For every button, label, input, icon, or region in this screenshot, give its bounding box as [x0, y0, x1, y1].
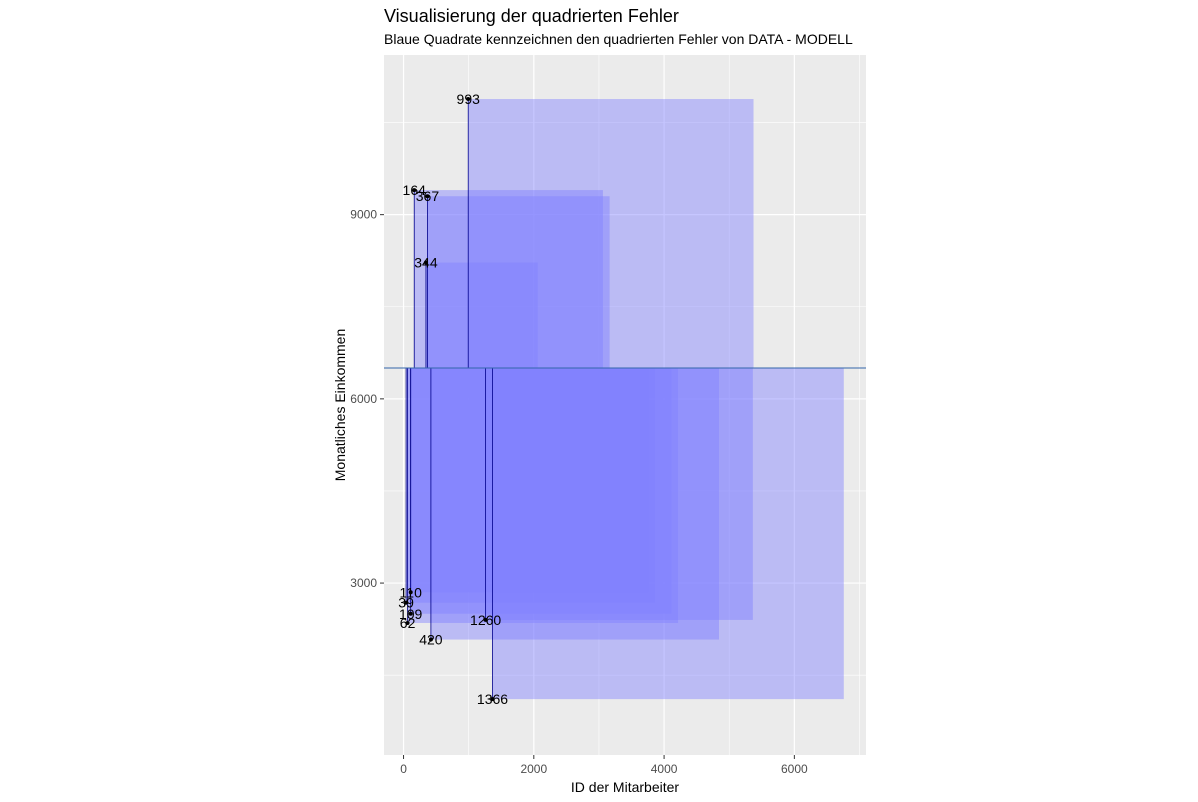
error-square — [485, 367, 753, 620]
point-label: 110 — [400, 584, 423, 600]
data-point — [412, 188, 417, 193]
point-label: 39 — [398, 595, 414, 611]
data-point — [408, 590, 413, 595]
error-square — [492, 367, 844, 700]
point-label: 1366 — [477, 691, 508, 707]
error-square — [410, 367, 649, 593]
x-tick-label: 4000 — [651, 762, 678, 776]
chart-subtitle: Blaue Quadrate kennzeichnen den quadrier… — [384, 31, 853, 47]
x-tick-label: 2000 — [520, 762, 547, 776]
point-label: 62 — [400, 615, 416, 631]
point-label: 1260 — [470, 612, 501, 628]
major-gridlines — [384, 55, 866, 755]
error-square — [425, 262, 538, 368]
data-point — [490, 697, 495, 702]
y-axis-title: Monatliches Einkommen — [332, 329, 348, 482]
y-tick-label: 9000 — [350, 208, 377, 222]
point-label: 109 — [399, 606, 423, 622]
y-axis-ticks: 3000 6000 9000 — [350, 208, 384, 590]
error-square — [407, 367, 679, 623]
data-point — [408, 611, 413, 616]
minor-gridlines — [384, 55, 866, 755]
data-point — [405, 620, 410, 625]
error-square — [468, 99, 754, 368]
error-square — [414, 190, 603, 368]
error-squares — [406, 99, 844, 700]
residual-lines — [405, 99, 493, 700]
error-square — [430, 367, 719, 640]
error-square — [427, 196, 610, 368]
point-label: 344 — [414, 255, 438, 271]
data-point — [428, 637, 433, 642]
y-tick-label: 6000 — [350, 392, 377, 406]
data-point — [466, 97, 471, 102]
x-axis-title: ID der Mitarbeiter — [571, 779, 679, 795]
chart-title: Visualisierung der quadrierten Fehler — [384, 6, 679, 26]
point-label: 164 — [403, 182, 427, 198]
y-tick-label: 3000 — [350, 576, 377, 590]
error-square — [410, 367, 672, 614]
data-point — [483, 617, 488, 622]
x-axis-ticks: 0 2000 4000 6000 — [400, 755, 808, 776]
x-tick-label: 6000 — [781, 762, 808, 776]
point-label: 993 — [457, 91, 481, 107]
x-tick-label: 0 — [400, 762, 407, 776]
plot-panel — [384, 55, 866, 755]
data-points — [404, 97, 495, 702]
point-label: 367 — [416, 188, 440, 204]
data-point — [423, 260, 428, 265]
point-label: 420 — [419, 632, 443, 648]
data-point — [425, 194, 430, 199]
data-point — [404, 600, 409, 605]
error-square — [406, 367, 656, 603]
